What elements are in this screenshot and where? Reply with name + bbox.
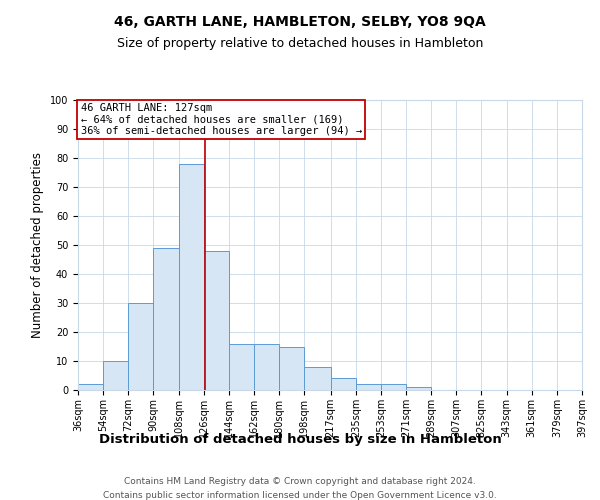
Text: 46, GARTH LANE, HAMBLETON, SELBY, YO8 9QA: 46, GARTH LANE, HAMBLETON, SELBY, YO8 9Q… <box>114 15 486 29</box>
Bar <box>229 344 254 390</box>
Text: Contains public sector information licensed under the Open Government Licence v3: Contains public sector information licen… <box>103 491 497 500</box>
Bar <box>279 346 304 390</box>
Bar <box>254 344 279 390</box>
Bar <box>356 384 381 390</box>
Bar <box>203 251 229 390</box>
Text: Size of property relative to detached houses in Hambleton: Size of property relative to detached ho… <box>117 38 483 51</box>
Bar <box>179 164 203 390</box>
Bar <box>128 303 154 390</box>
Text: Contains HM Land Registry data © Crown copyright and database right 2024.: Contains HM Land Registry data © Crown c… <box>124 478 476 486</box>
Bar <box>103 361 128 390</box>
Bar <box>381 384 406 390</box>
Bar <box>78 384 103 390</box>
Text: Distribution of detached houses by size in Hambleton: Distribution of detached houses by size … <box>98 432 502 446</box>
Bar <box>406 387 431 390</box>
Bar <box>304 367 331 390</box>
Bar <box>331 378 356 390</box>
Y-axis label: Number of detached properties: Number of detached properties <box>31 152 44 338</box>
Text: 46 GARTH LANE: 127sqm
← 64% of detached houses are smaller (169)
36% of semi-det: 46 GARTH LANE: 127sqm ← 64% of detached … <box>80 103 362 136</box>
Bar <box>154 248 179 390</box>
